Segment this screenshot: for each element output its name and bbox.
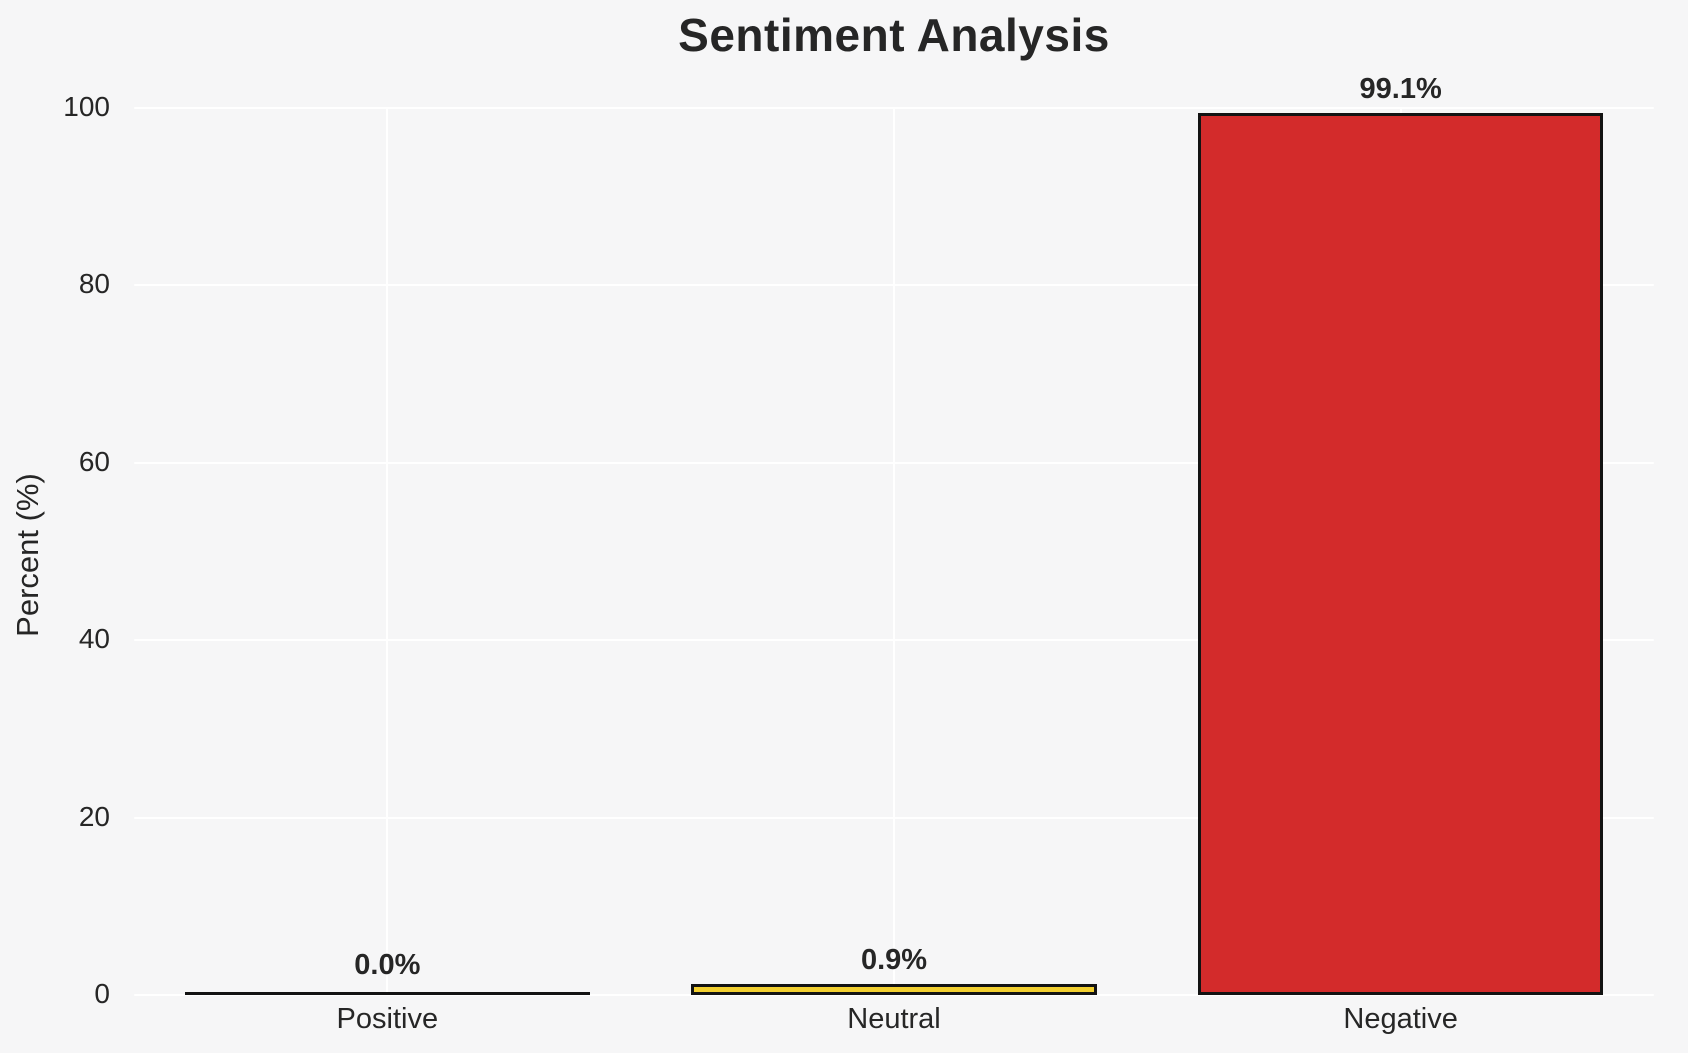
y-tick-label-20: 20 (78, 800, 110, 832)
plot-area: 0.0% 0.9% 99.1% (134, 73, 1654, 996)
y-tick-label-60: 60 (78, 445, 110, 477)
bar-positive (184, 992, 590, 995)
gridline-v-neutral (893, 108, 895, 995)
bar-value-label-neutral: 0.9% (860, 944, 928, 977)
y-tick-label-0: 0 (94, 978, 110, 1009)
chart-title: Sentiment Analysis (678, 9, 1110, 61)
x-tick-label-neutral: Neutral (847, 1003, 941, 1035)
bar-value-label-positive: 0.0% (354, 949, 421, 981)
x-tick-label-positive: Positive (336, 1003, 439, 1035)
gridline-h-0 (134, 994, 1654, 996)
gridline-v-positive (386, 108, 389, 995)
y-axis-label: Percent (%) (10, 473, 45, 637)
y-tick-label-80: 80 (78, 268, 110, 300)
bar-value-label-negative: 99.1% (1359, 72, 1442, 105)
bar-neutral (691, 984, 1097, 995)
x-tick-label-negative: Negative (1343, 1003, 1458, 1035)
y-tick-label-40: 40 (78, 623, 110, 655)
y-tick-label-100: 100 (63, 91, 110, 122)
bar-negative (1198, 112, 1604, 995)
